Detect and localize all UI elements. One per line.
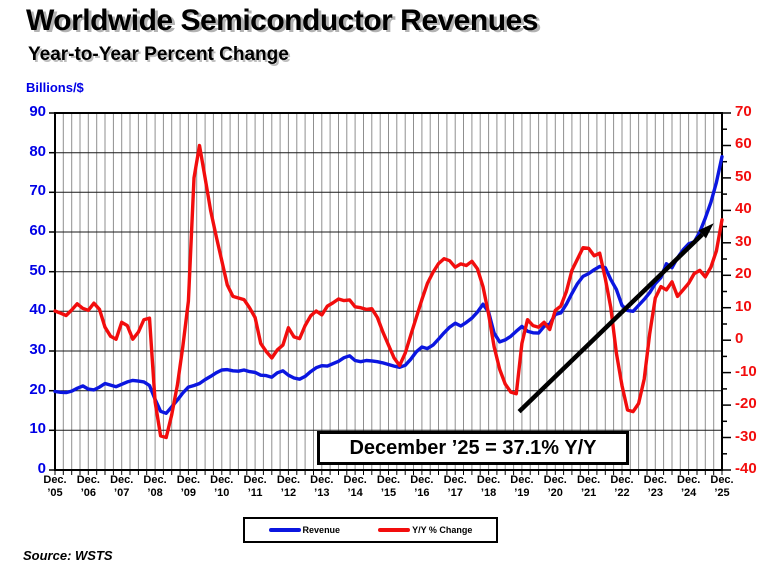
- x-axis-tick-label: Dec. ’22: [610, 474, 634, 499]
- x-axis-tick-label: Dec. ’17: [443, 474, 467, 499]
- y-axis-left-tick-label: 10: [29, 420, 46, 438]
- left-axis-title: Billions/$: [26, 80, 84, 95]
- y-axis-left-tick-label: 20: [29, 380, 46, 398]
- legend: Revenue Y/Y % Change: [243, 517, 498, 543]
- y-axis-right-tick-label: -20: [735, 395, 757, 413]
- y-axis-right-tick-label: 10: [735, 297, 752, 315]
- x-axis-tick-label: Dec. ’15: [376, 474, 401, 499]
- x-axis-tick-label: Dec. ’06: [76, 474, 100, 499]
- annotation-callout: December ’25 = 37.1% Y/Y: [317, 431, 629, 465]
- x-axis-tick-label: Dec. ’14: [343, 474, 367, 499]
- y-axis-right-tick-label: 30: [735, 232, 752, 250]
- source-note: Source: WSTS: [23, 548, 113, 563]
- y-axis-right-tick-label: 60: [735, 135, 752, 153]
- trend-arrow-head: [698, 223, 714, 239]
- annotation-text: December ’25 = 37.1% Y/Y: [349, 436, 597, 459]
- x-axis-tick-label: Dec. ’09: [176, 474, 201, 499]
- y-axis-right-tick-label: 70: [735, 103, 752, 120]
- series-line-revenue: [53, 154, 724, 415]
- x-axis-tick-label: Dec. ’21: [576, 474, 601, 499]
- y-axis-left-tick-label: 50: [29, 261, 46, 279]
- x-axis-tick-label: Dec. ’10: [210, 474, 234, 499]
- x-axis-tick-label: Dec. ’23: [643, 474, 667, 499]
- y-axis-right-tick-label: 20: [735, 265, 752, 283]
- y-axis-left-tick-label: 30: [29, 341, 46, 358]
- y-axis-right-tick-label: 40: [735, 200, 752, 218]
- legend-label-revenue: Revenue: [302, 525, 341, 535]
- x-axis-tick-label: Dec. ’25: [710, 474, 734, 499]
- x-axis-tick-label: Dec. ’16: [410, 474, 434, 499]
- chart-subtitle: Year-to-Year Percent Change: [28, 44, 289, 65]
- x-axis-tick-label: Dec. ’13: [310, 474, 334, 499]
- x-axis-tick-label: Dec. ’07: [110, 474, 134, 499]
- legend-item-revenue: Revenue: [268, 525, 341, 535]
- legend-label-yoy: Y/Y % Change: [412, 525, 473, 535]
- x-axis-tick-label: Dec. ’08: [143, 474, 167, 499]
- y-axis-right-tick-label: 0: [735, 330, 744, 348]
- series-line-yoy: [53, 143, 724, 440]
- y-axis-right-tick-label: -40: [735, 460, 757, 477]
- y-axis-left-tick-label: 40: [29, 301, 46, 319]
- x-axis-tick-label: Dec. ’12: [276, 474, 301, 499]
- y-axis-left-tick-label: 0: [37, 460, 46, 477]
- y-axis-left-tick-label: 70: [29, 182, 46, 200]
- x-axis-tick-label: Dec. ’18: [476, 474, 501, 499]
- yoy-line-swatch: [378, 528, 411, 532]
- x-axis-tick-label: Dec. ’19: [510, 474, 534, 499]
- y-axis-left-tick-label: 80: [29, 142, 46, 160]
- y-axis-right-tick-label: 50: [735, 167, 752, 185]
- revenue-line-swatch: [268, 528, 301, 532]
- x-axis-tick-label: Dec. ’20: [543, 474, 567, 499]
- y-axis-right-tick-label: -30: [735, 427, 757, 445]
- trend-arrow-line: [517, 232, 704, 414]
- x-axis-tick-label: Dec. ’24: [677, 474, 701, 499]
- y-axis-left-tick-label: 60: [29, 222, 46, 239]
- y-axis-left-tick-label: 90: [29, 103, 46, 120]
- x-axis-tick-label: Dec. ’11: [243, 474, 267, 499]
- y-axis-right-tick-label: -10: [735, 362, 757, 380]
- chart-title: Worldwide Semiconductor Revenues: [26, 4, 538, 37]
- legend-item-yoy: Y/Y % Change: [378, 525, 472, 535]
- x-axis-tick-label: Dec. ’05: [43, 474, 67, 499]
